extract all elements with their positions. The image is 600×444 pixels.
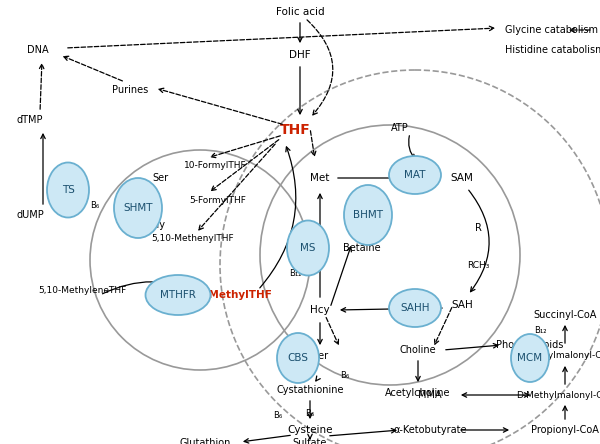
Text: B₁₂: B₁₂ [534, 325, 546, 334]
Text: Histidine catabolism: Histidine catabolism [505, 45, 600, 55]
Text: B₁₂: B₁₂ [289, 269, 301, 278]
Text: ATP: ATP [391, 123, 409, 133]
Text: dUMP: dUMP [16, 210, 44, 220]
Text: SAM: SAM [451, 173, 473, 183]
Text: Propionyl-CoA: Propionyl-CoA [531, 425, 599, 435]
Text: Betaine: Betaine [343, 243, 381, 253]
Text: Cysteine: Cysteine [287, 425, 333, 435]
Text: Ser: Ser [312, 351, 328, 361]
Ellipse shape [511, 334, 549, 382]
Ellipse shape [344, 185, 392, 245]
Text: Succinyl-CoA: Succinyl-CoA [533, 310, 596, 320]
Text: MAT: MAT [404, 170, 426, 180]
Text: Glycine catabolism: Glycine catabolism [505, 25, 598, 35]
Text: Cystathionine: Cystathionine [276, 385, 344, 395]
Text: B₆: B₆ [340, 370, 350, 380]
Text: D-Methylmalonyl-CoA: D-Methylmalonyl-CoA [516, 391, 600, 400]
Text: Glutathion: Glutathion [179, 438, 230, 444]
Text: 5-FormylTHF: 5-FormylTHF [190, 195, 247, 205]
Text: Gly: Gly [150, 220, 166, 230]
Text: DHF: DHF [289, 50, 311, 60]
Text: L-Methylmalonyl-CoA: L-Methylmalonyl-CoA [517, 350, 600, 360]
Text: MS: MS [300, 243, 316, 253]
Text: 5,10-MethyleneTHF: 5,10-MethyleneTHF [38, 285, 126, 294]
Ellipse shape [146, 275, 211, 315]
Text: B₆: B₆ [274, 411, 283, 420]
Text: B₆: B₆ [305, 408, 314, 417]
Ellipse shape [47, 163, 89, 218]
Text: SAH: SAH [451, 300, 473, 310]
Text: Hcy: Hcy [310, 305, 330, 315]
Text: Ser: Ser [152, 173, 168, 183]
Text: dTMP: dTMP [17, 115, 43, 125]
Ellipse shape [287, 221, 329, 275]
Text: SAHH: SAHH [400, 303, 430, 313]
Text: BHMT: BHMT [353, 210, 383, 220]
Text: Purines: Purines [112, 85, 148, 95]
Text: Sulfate: Sulfate [293, 438, 327, 444]
Ellipse shape [114, 178, 162, 238]
Text: THF: THF [280, 123, 310, 137]
Text: α-Ketobutyrate: α-Ketobutyrate [393, 425, 467, 435]
Text: CBS: CBS [287, 353, 308, 363]
Text: B₆: B₆ [91, 201, 100, 210]
Text: Acetylcholine: Acetylcholine [385, 388, 451, 398]
Text: 5,10-MethenylTHF: 5,10-MethenylTHF [152, 234, 235, 242]
Text: SHMT: SHMT [123, 203, 153, 213]
Text: MMA: MMA [418, 390, 442, 400]
Text: Choline: Choline [400, 345, 436, 355]
Ellipse shape [277, 333, 319, 383]
Text: Phospholipids: Phospholipids [496, 340, 563, 350]
Text: DNA: DNA [27, 45, 49, 55]
Text: TS: TS [62, 185, 74, 195]
Text: R: R [475, 223, 481, 233]
Text: MTHFR: MTHFR [160, 290, 196, 300]
Text: 10-FormylTHF: 10-FormylTHF [184, 160, 247, 170]
Text: MCM: MCM [517, 353, 542, 363]
Text: DMG: DMG [348, 200, 372, 210]
Text: 5-MethylTHF: 5-MethylTHF [197, 290, 272, 300]
Ellipse shape [389, 289, 441, 327]
Text: RCH₃: RCH₃ [467, 261, 489, 270]
Ellipse shape [389, 156, 441, 194]
Text: Met: Met [310, 173, 329, 183]
Text: Folic acid: Folic acid [275, 7, 325, 17]
